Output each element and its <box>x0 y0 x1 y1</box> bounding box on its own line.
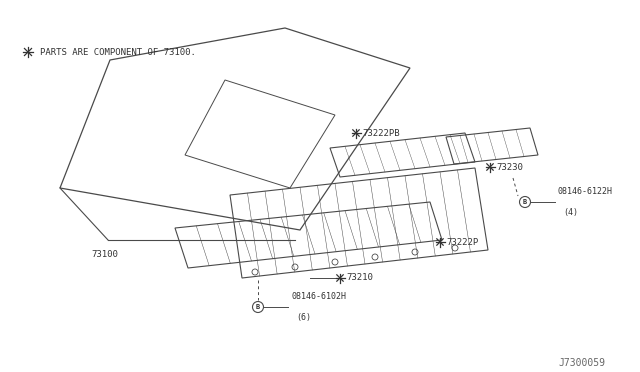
Text: B: B <box>523 199 527 205</box>
Text: 73230: 73230 <box>496 163 523 171</box>
Text: 73100: 73100 <box>92 250 118 259</box>
Text: 08146-6102H: 08146-6102H <box>291 292 346 301</box>
Text: 73210: 73210 <box>346 273 373 282</box>
Text: (4): (4) <box>563 208 578 217</box>
Text: J7300059: J7300059 <box>558 358 605 368</box>
Text: PARTS ARE COMPONENT OF 73100.: PARTS ARE COMPONENT OF 73100. <box>40 48 196 57</box>
Text: (6): (6) <box>296 313 311 322</box>
Text: 73222PB: 73222PB <box>362 128 399 138</box>
Text: B: B <box>256 304 260 310</box>
Text: 08146-6122H: 08146-6122H <box>558 187 613 196</box>
Text: 73222P: 73222P <box>446 237 478 247</box>
